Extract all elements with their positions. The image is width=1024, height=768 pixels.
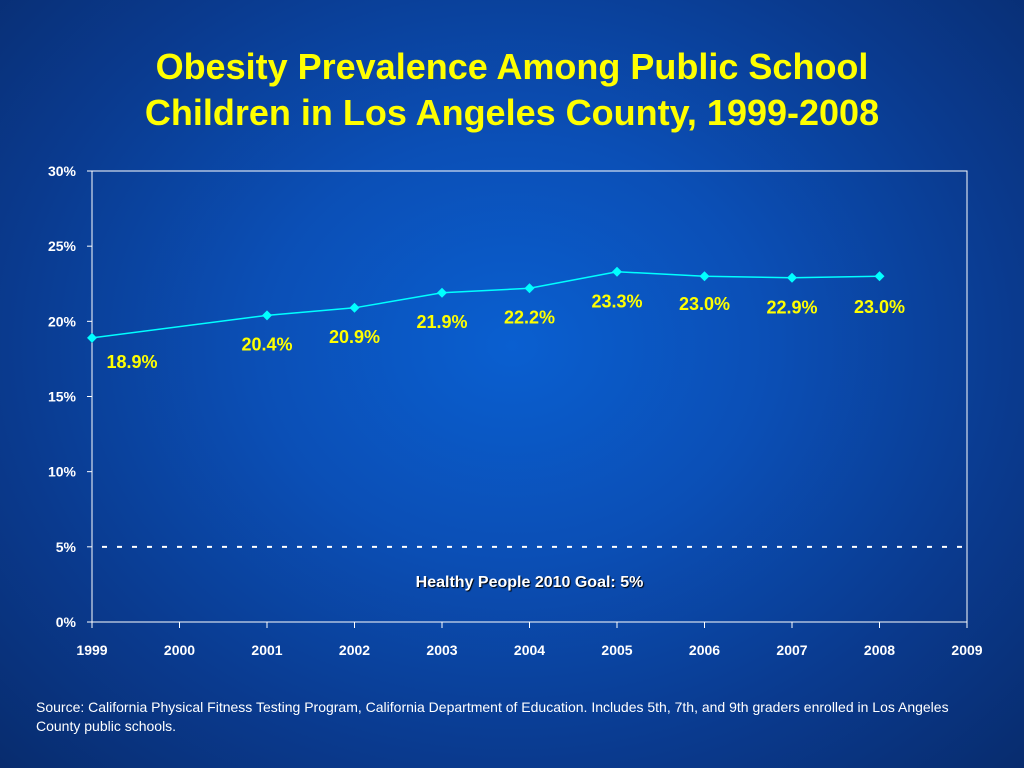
y-tick-label: 0% [56, 614, 77, 630]
x-tick-label: 2006 [689, 642, 720, 658]
data-label: 23.0% [679, 294, 730, 314]
data-point-marker [787, 272, 797, 283]
title-line-2: Children in Los Angeles County, 1999-200… [144, 92, 880, 133]
data-label: 20.9% [329, 327, 380, 347]
data-label: 23.0% [854, 297, 905, 317]
data-point-marker [437, 287, 447, 298]
source-note: Source: California Physical Fitness Test… [36, 699, 949, 734]
y-tick-label: 5% [56, 539, 77, 555]
data-label: 21.9% [416, 312, 467, 332]
data-point-marker [699, 271, 710, 282]
data-point-marker [87, 332, 97, 343]
y-tick-label: 25% [48, 238, 77, 254]
data-point-marker [874, 271, 885, 282]
x-tick-label: 2009 [951, 642, 982, 658]
plot-area-frame [91, 170, 968, 623]
x-tick-label: 2001 [251, 642, 282, 658]
data-label: 22.2% [504, 307, 555, 327]
data-label: 20.4% [241, 334, 292, 354]
y-tick-label: 30% [48, 163, 77, 179]
title-line-1: Obesity Prevalence Among Public School [155, 46, 869, 87]
data-point-marker [612, 266, 622, 277]
data-label: 22.9% [766, 298, 817, 318]
y-tick-label: 15% [48, 389, 77, 405]
x-tick-label: 2000 [164, 642, 195, 658]
data-label: 18.9% [106, 352, 157, 372]
x-tick-label: 2008 [864, 642, 895, 658]
x-tick-label: 1999 [76, 642, 107, 658]
obesity-series-line [91, 270, 880, 339]
x-tick-label: 2005 [601, 642, 632, 658]
x-tick-label: 2003 [426, 642, 457, 658]
data-point-marker [524, 283, 535, 294]
x-tick-label: 2004 [514, 642, 545, 658]
chart-title: Obesity Prevalence Among Public School C… [0, 44, 1024, 136]
goal-reference-label: Healthy People 2010 Goal: 5% [416, 574, 644, 591]
data-point-marker [349, 302, 360, 313]
y-tick-label: 20% [48, 313, 77, 329]
x-tick-label: 2007 [776, 642, 807, 658]
y-tick-label: 10% [48, 464, 77, 480]
data-point-marker [262, 310, 272, 321]
data-label: 23.3% [591, 292, 642, 312]
x-tick-label: 2002 [339, 642, 370, 658]
